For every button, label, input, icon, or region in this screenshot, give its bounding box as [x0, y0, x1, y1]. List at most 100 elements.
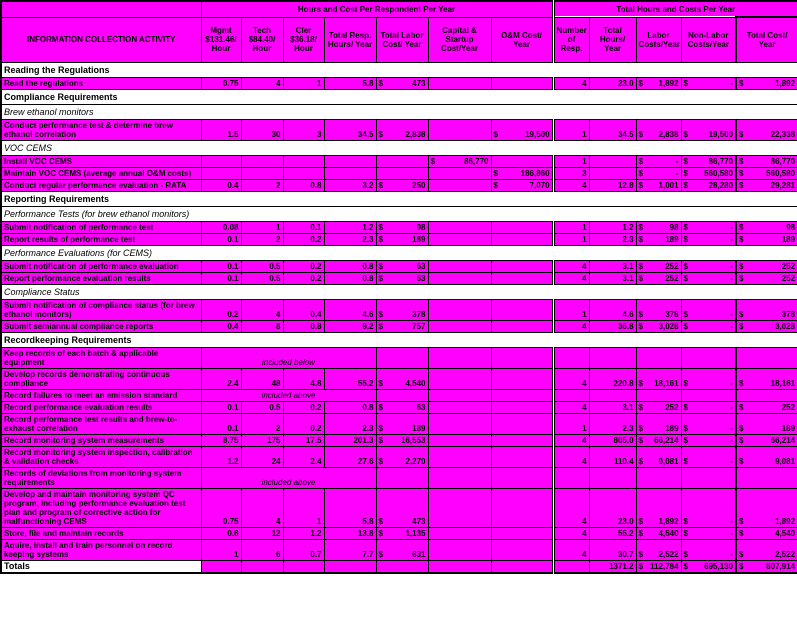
cell-total-cost-year[interactable]: $1,892 — [735, 77, 797, 90]
cell-total-resp-hours[interactable]: 0.8 — [323, 260, 377, 273]
cell-cler[interactable]: 0.8 — [282, 179, 325, 192]
cell-cler[interactable]: 1 — [282, 77, 325, 90]
cell-cler[interactable]: 4.8 — [282, 368, 325, 390]
cell-non-labor-costs-year[interactable]: $ - — [680, 299, 737, 321]
activity-label-cell[interactable]: Develop records demonstrating continuous… — [0, 368, 202, 390]
cell-total-resp-hours[interactable]: 201.3 — [323, 434, 377, 447]
cell-number-of-resp[interactable]: 4 — [551, 179, 590, 192]
cell-total-resp-hours[interactable]: 34.5 — [323, 119, 377, 141]
cell-capital-startup-cost[interactable] — [427, 368, 492, 390]
cell-total-cost-year[interactable]: $98 — [735, 221, 797, 234]
cell-total-labor-cost[interactable] — [375, 155, 429, 168]
cell-number-of-resp[interactable]: 4 — [551, 446, 590, 468]
cell-tech[interactable]: 8 — [240, 320, 284, 333]
cell-tech[interactable]: 0.5 — [240, 260, 284, 273]
cell-mgmt[interactable]: 2.4 — [200, 368, 242, 390]
cell-cler[interactable]: 0.7 — [282, 539, 325, 561]
cell-labor-costs-year[interactable]: $1,892 — [635, 488, 682, 528]
cell-labor-costs-year[interactable]: $189 — [635, 233, 682, 246]
cell-non-labor-costs-year[interactable]: $ - — [680, 446, 737, 468]
cell-capital-startup-cost[interactable] — [427, 401, 492, 414]
cell-labor-costs-year[interactable]: $189 — [635, 413, 682, 435]
cell-total-resp-hours[interactable]: 27.6 — [323, 446, 377, 468]
cell-mgmt[interactable]: 0.08 — [200, 221, 242, 234]
cell-total-labor-cost[interactable] — [375, 347, 429, 369]
cell-om-cost[interactable] — [490, 347, 554, 369]
cell-total-resp-hours[interactable]: 5.8 — [323, 488, 377, 528]
cell-total-hours-year[interactable]: 805.0 — [588, 434, 637, 447]
cell-tech[interactable]: 24 — [240, 446, 284, 468]
cell-total-hours-year[interactable]: 23.0 — [588, 488, 637, 528]
cell-number-of-resp[interactable]: 4 — [551, 527, 590, 540]
cell-total-labor-cost[interactable] — [375, 560, 429, 574]
cell-labor-costs-year[interactable]: $ - — [635, 167, 682, 180]
cell-labor-costs-year[interactable]: $ - — [635, 155, 682, 168]
cell-total-resp-hours[interactable]: 2.3 — [323, 233, 377, 246]
cell-total-hours-year[interactable] — [588, 347, 637, 369]
cell-labor-costs-year[interactable]: $1,001 — [635, 179, 682, 192]
section-label[interactable]: Reading the Regulations — [1, 62, 797, 78]
activity-label-cell[interactable]: Submit semiannual compliance reports — [0, 320, 202, 333]
cell-total-resp-hours[interactable]: 7.7 — [323, 539, 377, 561]
column-header-om-cost[interactable]: O&M Cost/ Year — [490, 16, 554, 63]
column-header-capital-startup-cost[interactable]: Capital & Startup Cost/Year — [427, 16, 492, 63]
cell-capital-startup-cost[interactable] — [427, 434, 492, 447]
cell-om-cost[interactable] — [490, 413, 554, 435]
cell-tech[interactable]: 175 — [240, 434, 284, 447]
cell-capital-startup-cost[interactable] — [427, 119, 492, 141]
cell-total-labor-cost[interactable]: $189 — [375, 233, 429, 246]
cell-tech[interactable]: 30 — [240, 119, 284, 141]
cell-total-labor-cost[interactable]: $4,540 — [375, 368, 429, 390]
activity-label-cell[interactable]: Store, file and maintain records — [0, 527, 202, 540]
cell-number-of-resp[interactable]: 4 — [551, 320, 590, 333]
cell-total-hours-year[interactable]: 34.5 — [588, 119, 637, 141]
cell-om-cost[interactable] — [490, 527, 554, 540]
cell-total-hours-year[interactable]: 4.6 — [588, 299, 637, 321]
cell-tech[interactable]: 0.5 — [240, 272, 284, 285]
cell-total-labor-cost[interactable] — [375, 389, 429, 402]
column-header-total-resp-hours[interactable]: Total Resp. Hours/ Year — [323, 16, 377, 63]
group-header-per-respondent[interactable]: Hours and Cost Per Respondent Per Year — [200, 0, 554, 18]
cell-total-hours-year[interactable]: 3.1 — [588, 260, 637, 273]
cell-cler[interactable]: 0.2 — [282, 413, 325, 435]
cell-labor-costs-year[interactable]: $9,081 — [635, 446, 682, 468]
cell-tech[interactable]: 2 — [240, 233, 284, 246]
cell-number-of-resp[interactable]: 4 — [551, 401, 590, 414]
cell-labor-costs-year[interactable]: $18,161 — [635, 368, 682, 390]
cell-om-cost[interactable] — [490, 560, 554, 574]
cell-cler[interactable] — [282, 155, 325, 168]
cell-capital-startup-cost[interactable] — [427, 446, 492, 468]
cell-cler[interactable]: 3 — [282, 119, 325, 141]
cell-capital-startup-cost[interactable] — [427, 527, 492, 540]
totals-label-cell[interactable]: Totals — [1, 560, 202, 574]
cell-number-of-resp[interactable] — [551, 560, 590, 574]
cell-total-labor-cost[interactable] — [375, 167, 429, 180]
cell-mgmt[interactable]: 0.1 — [200, 401, 242, 414]
cell-total-cost-year[interactable]: $807,914 — [735, 560, 797, 574]
cell-total-hours-year[interactable]: 55.2 — [588, 527, 637, 540]
cell-total-cost-year[interactable]: $86,770 — [735, 155, 797, 168]
cell-capital-startup-cost[interactable]: $86,770 — [427, 155, 492, 168]
cell-capital-startup-cost[interactable] — [427, 488, 492, 528]
cell-om-cost[interactable] — [490, 539, 554, 561]
subsection-label[interactable]: VOC CEMS — [1, 140, 797, 156]
cell-cler[interactable]: 0.2 — [282, 260, 325, 273]
cell-labor-costs-year[interactable] — [635, 347, 682, 369]
activity-label-cell[interactable]: Maintain VOC CEMS (average annual O&M co… — [0, 167, 202, 180]
cell-total-cost-year[interactable] — [735, 389, 797, 402]
cell-total-resp-hours[interactable]: 0.8 — [323, 401, 377, 414]
cell-mgmt[interactable]: 0.6 — [200, 527, 242, 540]
cell-total-cost-year[interactable]: $66,214 — [735, 434, 797, 447]
cell-om-cost[interactable]: $186,860 — [490, 167, 554, 180]
cell-total-labor-cost[interactable]: $63 — [375, 272, 429, 285]
cell-total-resp-hours[interactable]: 9.2 — [323, 320, 377, 333]
cell-om-cost[interactable] — [490, 221, 554, 234]
cell-mgmt[interactable]: 0.4 — [200, 320, 242, 333]
cell-mgmt[interactable] — [200, 167, 242, 180]
column-header-total-labor-cost[interactable]: Total Labor Cost/ Year — [375, 16, 429, 63]
cell-total-labor-cost[interactable]: $378 — [375, 299, 429, 321]
cell-labor-costs-year[interactable]: $378 — [635, 299, 682, 321]
cell-cler[interactable] — [282, 167, 325, 180]
cell-total-cost-year[interactable]: $4,540 — [735, 527, 797, 540]
activity-label-cell[interactable]: Record failures to meet an emission stan… — [0, 389, 202, 402]
